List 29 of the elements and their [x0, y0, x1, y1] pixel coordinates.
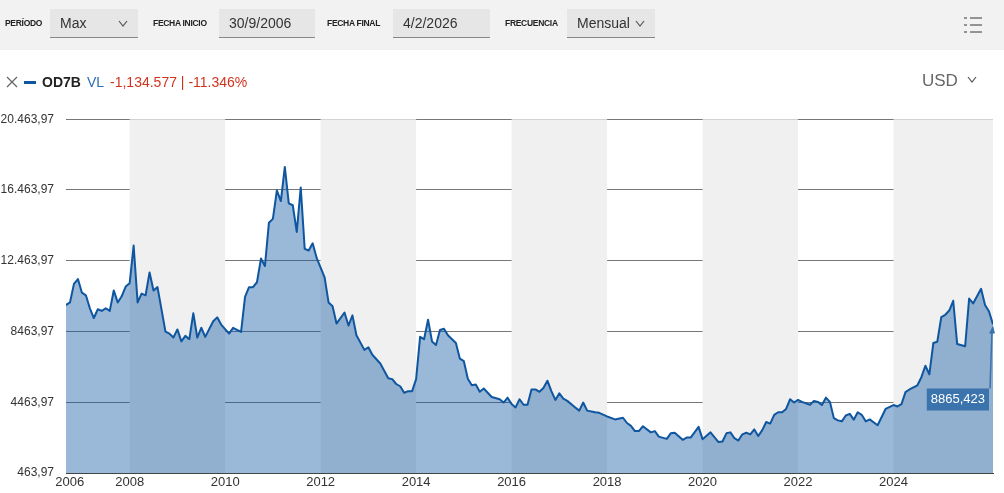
x-tick-label: 2016	[497, 474, 527, 490]
text: PERÍODO	[5, 18, 43, 28]
x-tick-label: 2022	[783, 474, 813, 490]
y-tick-label: 20.463,97	[0, 111, 55, 126]
legend-label: OD7B	[42, 74, 81, 90]
y-tick-label: 8463,97	[10, 323, 55, 338]
x-tick-label: 2024	[879, 474, 908, 490]
annotation: 8865,423	[930, 390, 986, 406]
y-tick-label: 16.463,97	[0, 182, 55, 197]
x-tick-label: 2008	[115, 474, 145, 490]
text: 30/9/2006	[219, 9, 315, 38]
y-tick-label: 463,97	[17, 465, 55, 480]
x-tick-label: 2006	[55, 474, 85, 490]
text: FRECUENCIA	[505, 18, 558, 28]
text: FECHA INICIO	[153, 18, 207, 28]
text: Max	[50, 9, 138, 38]
text: VL	[86, 74, 105, 90]
text: -1,134.577 | -11.346%	[110, 74, 248, 90]
y-tick-label: 12.463,97	[0, 253, 55, 268]
x-tick-label: 2020	[688, 474, 718, 490]
text: FECHA FINAL	[327, 18, 381, 28]
text: USD	[922, 71, 958, 91]
x-tick-label: 2012	[306, 474, 336, 490]
x-tick-label: 2018	[592, 474, 622, 490]
text: Mensual	[567, 9, 655, 38]
x-tick-label: 2014	[401, 474, 431, 490]
text: 4/2/2026	[393, 9, 490, 38]
x-tick-label: 2010	[210, 474, 240, 490]
y-tick-label: 4463,97	[10, 394, 55, 409]
